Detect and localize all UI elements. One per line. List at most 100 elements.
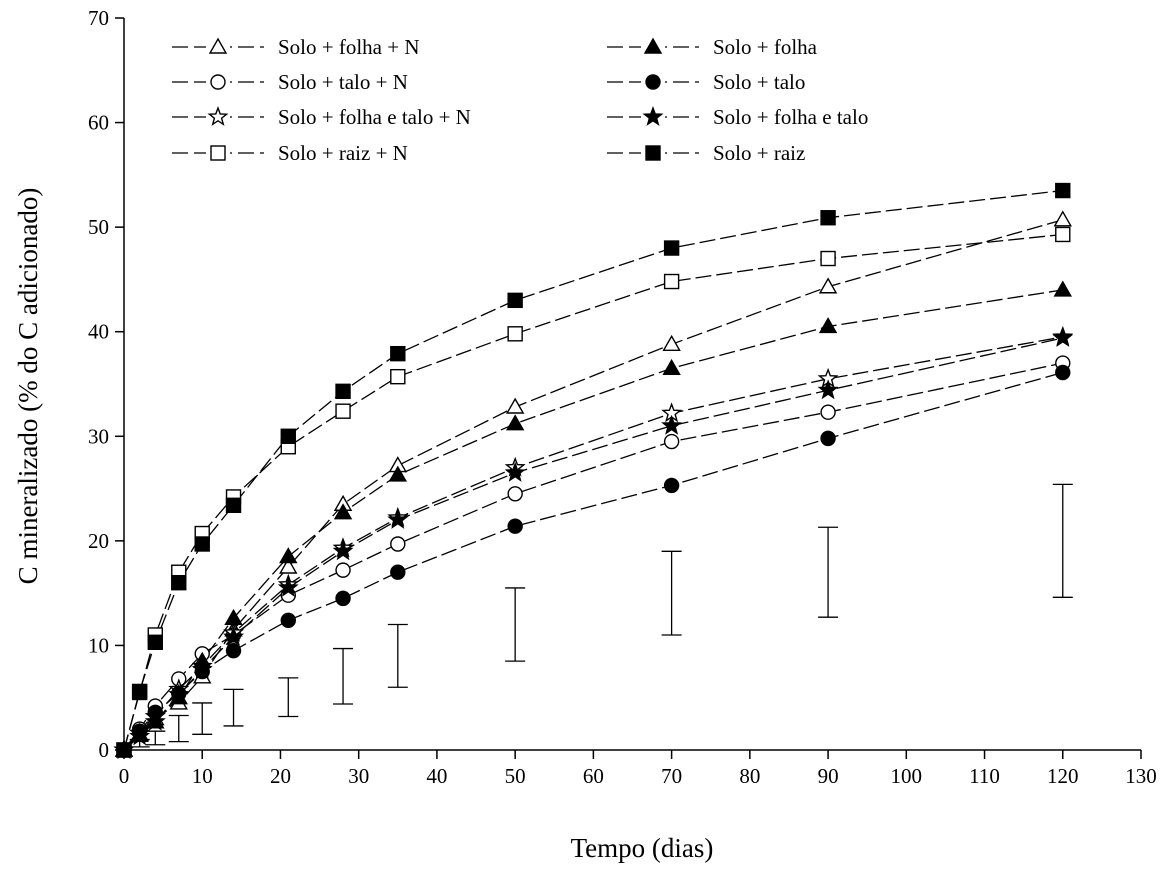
data-point: [280, 612, 296, 629]
x-tick-label: 10: [192, 764, 213, 788]
series-5-markers: [114, 280, 1072, 757]
series-line: [123, 371, 1063, 751]
data-point: [390, 564, 406, 580]
error-bar: [278, 677, 299, 718]
x-axis-title: Tempo (dias): [571, 833, 714, 863]
data-point: [818, 317, 838, 334]
data-point: [507, 292, 523, 309]
data-point: [224, 608, 243, 625]
data-point: [507, 486, 523, 502]
legend-label: Solo + folha e talo: [713, 105, 868, 129]
data-point: [335, 383, 351, 400]
legend-label: Solo + raiz: [713, 141, 805, 165]
data-point: [388, 465, 408, 482]
legend-label: Solo + folha + N: [278, 35, 420, 59]
data-point: [168, 683, 190, 704]
x-tick-label: 60: [583, 764, 604, 788]
x-tick-label: 100: [891, 764, 923, 788]
series-line: [123, 362, 1063, 751]
error-bar: [818, 526, 839, 618]
y-tick-label: 0: [99, 738, 110, 762]
data-point: [1055, 226, 1071, 243]
data-point: [279, 557, 298, 574]
series-3: [123, 336, 1063, 751]
x-tick-label: 40: [426, 764, 447, 788]
data-point: [1055, 364, 1071, 381]
error-bar: [661, 550, 682, 636]
data-point: [144, 710, 166, 731]
series-7-markers: [113, 327, 1074, 759]
legend-item: Solo + talo: [607, 70, 805, 94]
data-point: [277, 576, 299, 597]
data-point: [1053, 280, 1072, 297]
data-point: [662, 334, 681, 351]
series-line: [123, 336, 1063, 751]
series-1: [123, 219, 1063, 751]
x-tick-label: 80: [739, 764, 760, 788]
error-bar: [145, 730, 166, 746]
series-7: [123, 337, 1063, 751]
legend-item: Solo + raiz + N: [172, 141, 408, 165]
series-line: [123, 289, 1063, 751]
series-6-markers: [116, 364, 1071, 758]
series-6: [123, 371, 1063, 751]
data-point: [820, 430, 836, 447]
series-1-markers: [114, 210, 1072, 757]
y-tick-label: 70: [88, 6, 109, 30]
legend-marker: [645, 145, 661, 161]
data-point: [818, 277, 838, 294]
data-point: [335, 403, 351, 419]
data-point: [191, 658, 213, 679]
y-tick-label: 20: [88, 529, 109, 553]
data-point: [390, 536, 406, 552]
data-point: [390, 345, 406, 362]
x-tick-label: 0: [119, 764, 130, 788]
data-point: [335, 590, 351, 607]
legend-marker: [210, 145, 226, 161]
series-4: [123, 233, 1063, 751]
legend-item: Solo + folha: [607, 35, 818, 59]
legend-item: Solo + folha + N: [172, 35, 420, 59]
series-line: [123, 337, 1063, 751]
data-point: [223, 626, 245, 646]
data-point: [505, 397, 525, 414]
series-5: [123, 289, 1063, 751]
error-bar: [1052, 483, 1073, 598]
data-point: [1053, 210, 1072, 227]
error-bar: [333, 647, 354, 705]
y-tick-label: 30: [88, 424, 109, 448]
data-point: [225, 497, 242, 514]
data-point: [147, 634, 163, 650]
data-point: [225, 642, 242, 659]
y-tick-label: 10: [88, 633, 109, 657]
data-point: [280, 428, 296, 444]
legend: Solo + folha + N Solo + talo + N Solo + fo…: [172, 35, 868, 165]
data-point: [507, 518, 523, 534]
series-8-markers: [116, 182, 1071, 758]
series-8: [123, 189, 1063, 751]
data-point: [1052, 327, 1074, 347]
data-point: [663, 477, 680, 494]
series-2-markers: [116, 355, 1071, 758]
series-4-markers: [116, 226, 1071, 758]
series-2: [123, 362, 1063, 751]
x-tick-label: 130: [1125, 764, 1157, 788]
data-point: [661, 414, 683, 435]
legend-marker: [210, 74, 226, 90]
data-point: [333, 503, 353, 520]
data-point: [817, 379, 839, 400]
series-line: [123, 233, 1063, 751]
series-line: [123, 219, 1063, 751]
y-tick-label: 50: [88, 215, 109, 239]
legend-item: Solo + talo + N: [172, 70, 408, 94]
data-point: [194, 536, 210, 552]
error-bar: [387, 623, 408, 688]
data-point: [279, 547, 298, 564]
error-bar: [168, 714, 189, 743]
data-point: [505, 414, 525, 431]
error-bar: [505, 587, 526, 662]
x-tick-label: 30: [348, 764, 369, 788]
plot-area: 0 10 20 30 40 50 60 70 80 90 100 110 120 130 0 10 20 30 40…: [88, 6, 1157, 788]
legend-label: Solo + talo: [713, 70, 805, 94]
data-point: [131, 683, 148, 700]
